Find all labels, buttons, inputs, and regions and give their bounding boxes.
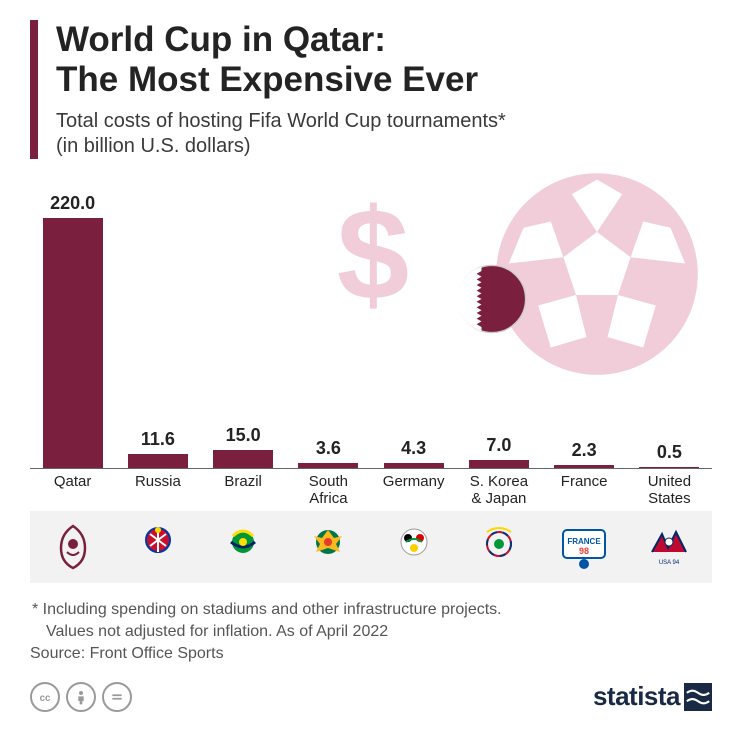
accent-bar — [30, 20, 38, 159]
title-block: World Cup in Qatar: The Most Expensive E… — [56, 20, 712, 159]
bar-group: 220.0 — [30, 193, 115, 468]
footnote-line-2: Values not adjusted for inflation. As of… — [30, 623, 712, 641]
svg-text:USA 94: USA 94 — [659, 560, 680, 566]
footnote-line-1: * Including spending on stadiums and oth… — [30, 601, 712, 619]
source-text: Source: Front Office Sports — [30, 645, 712, 663]
bars-container: 220.0 11.6 15.0 3.6 4.3 7.0 2.3 0.5 — [30, 189, 712, 468]
subtitle-line-2: (in billion U.S. dollars) — [56, 135, 251, 157]
bar — [128, 454, 188, 467]
nd-icon — [102, 682, 132, 712]
svg-text:98: 98 — [579, 546, 589, 556]
bar — [554, 465, 614, 468]
bar-group: 7.0 — [456, 435, 541, 468]
bar-value: 11.6 — [141, 429, 175, 450]
statista-logo: statista — [593, 681, 712, 712]
statista-text: statista — [593, 681, 680, 712]
bar-label: Brazil — [201, 473, 286, 508]
svg-text:cc: cc — [40, 692, 51, 703]
bar-value: 7.0 — [486, 435, 511, 456]
bar-label: S. Korea& Japan — [456, 473, 541, 508]
footer: cc statista — [30, 681, 712, 712]
world-cup-logo-2002 — [456, 519, 541, 575]
world-cup-logos-strip: FRANCE98 USA 94 — [30, 511, 712, 583]
header: World Cup in Qatar: The Most Expensive E… — [30, 20, 712, 159]
bar-chart: $ 220.011.615.03.64.37.02.30.5 — [30, 189, 712, 469]
cc-icon: cc — [30, 682, 60, 712]
bar-label: Russia — [115, 473, 200, 508]
by-icon — [66, 682, 96, 712]
bar-label: UnitedStates — [627, 473, 712, 508]
title-line-2: The Most Expensive Ever — [56, 60, 478, 99]
bar-label: SouthAfrica — [286, 473, 371, 508]
bar-value: 15.0 — [226, 425, 261, 446]
world-cup-logo-2018 — [115, 519, 200, 575]
bar-group: 15.0 — [201, 425, 286, 467]
bar-label: Germany — [371, 473, 456, 508]
bar — [298, 463, 358, 467]
world-cup-logo-2014 — [201, 519, 286, 575]
bar-value: 4.3 — [401, 438, 426, 459]
bar — [469, 460, 529, 468]
svg-text:FRANCE: FRANCE — [567, 537, 601, 546]
statista-wave-icon — [684, 683, 712, 711]
world-cup-logo-2006 — [371, 519, 456, 575]
subtitle: Total costs of hosting Fifa World Cup to… — [56, 109, 712, 159]
page-title: World Cup in Qatar: The Most Expensive E… — [56, 20, 712, 101]
bar-group: 3.6 — [286, 438, 371, 467]
subtitle-line-1: Total costs of hosting Fifa World Cup to… — [56, 110, 506, 132]
title-line-1: World Cup in Qatar: — [56, 20, 386, 59]
bar-labels: QatarRussiaBrazilSouthAfricaGermanyS. Ko… — [30, 473, 712, 508]
bar-group: 11.6 — [115, 429, 200, 467]
world-cup-logo-2022 — [30, 519, 115, 575]
bar-value: 2.3 — [572, 440, 597, 461]
bar — [213, 450, 273, 467]
bar — [43, 218, 103, 468]
bar-label: Qatar — [30, 473, 115, 508]
bar — [639, 467, 699, 468]
bar-value: 220.0 — [50, 193, 95, 214]
bar — [384, 463, 444, 468]
bar-label: France — [542, 473, 627, 508]
world-cup-logo-2010 — [286, 519, 371, 575]
world-cup-logo-1994: USA 94 — [627, 519, 712, 575]
bar-value: 0.5 — [657, 442, 682, 463]
cc-license-icons: cc — [30, 682, 132, 712]
bar-group: 2.3 — [542, 440, 627, 468]
world-cup-logo-1998: FRANCE98 — [542, 519, 627, 575]
bar-group: 0.5 — [627, 442, 712, 468]
bar-group: 4.3 — [371, 438, 456, 468]
bar-value: 3.6 — [316, 438, 341, 459]
